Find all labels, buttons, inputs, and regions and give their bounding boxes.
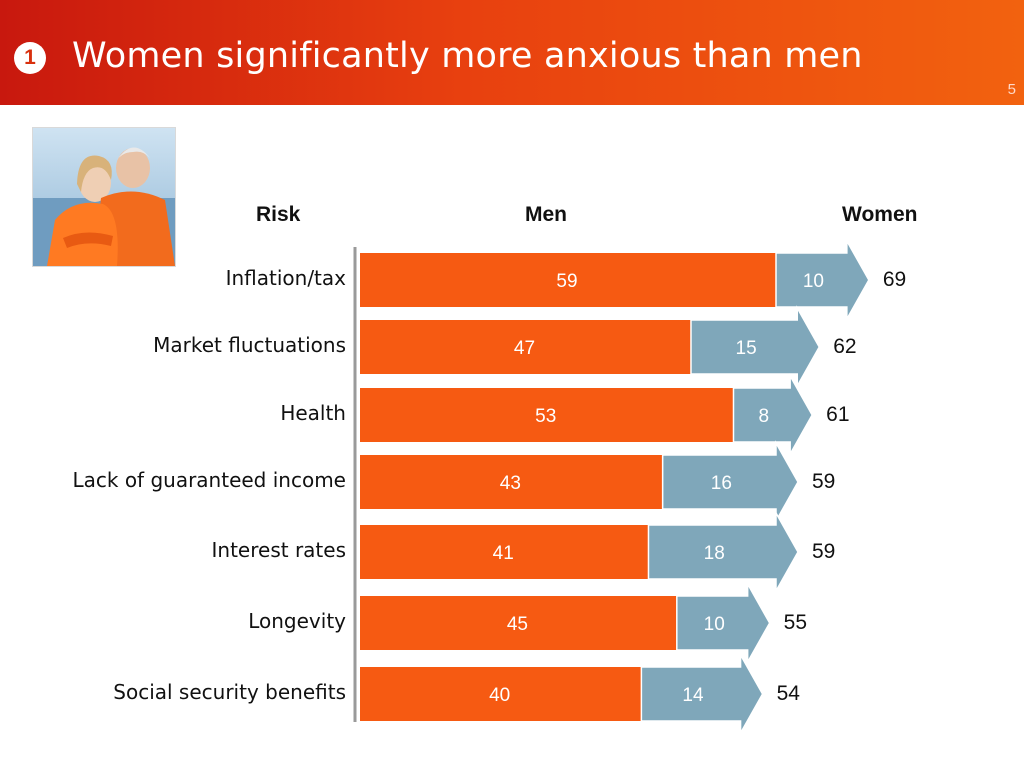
- bar-value-gap: 18: [704, 543, 725, 564]
- women-total-label: 55: [784, 611, 807, 634]
- bar-men: [360, 455, 663, 509]
- column-header-men: Men: [525, 203, 567, 226]
- bar-women-gap: [647, 510, 799, 594]
- bar-men: [360, 320, 691, 374]
- bar-value-men: 40: [489, 685, 510, 706]
- bar-value-gap: 15: [736, 338, 757, 359]
- couple-photo: [32, 127, 176, 267]
- bar-women-gap: [690, 305, 821, 389]
- category-label: Market fluctuations: [153, 333, 346, 357]
- bar-men: [360, 596, 677, 650]
- category-label: Longevity: [248, 609, 346, 633]
- bar-value-gap: 14: [682, 685, 704, 706]
- bar-women-gap: [775, 238, 870, 322]
- bar-men: [360, 667, 642, 721]
- category-label: Interest rates: [211, 538, 346, 562]
- women-total-label: 59: [812, 470, 835, 493]
- women-total-label: 54: [777, 682, 801, 705]
- bar-men: [360, 388, 734, 442]
- header-banner: 1 Women significantly more anxious than …: [0, 0, 1024, 105]
- bar-women-gap: [732, 373, 814, 457]
- bar-value-men: 47: [514, 338, 535, 359]
- couple-photo-image: [33, 128, 175, 266]
- category-label: Lack of guaranteed income: [72, 468, 346, 492]
- women-total-label: 61: [826, 403, 849, 426]
- category-label: Health: [280, 401, 346, 425]
- bar-value-men: 45: [507, 614, 528, 635]
- bar-value-men: 41: [493, 543, 514, 564]
- bar-women-gap: [676, 581, 771, 665]
- bar-value-gap: 10: [803, 271, 824, 292]
- bar-women-gap: [661, 440, 799, 524]
- column-header-women: Women: [842, 203, 918, 226]
- women-total-label: 62: [833, 335, 856, 358]
- step-number-badge: 1: [14, 42, 46, 74]
- bar-value-men: 53: [535, 406, 556, 427]
- page-number: 5: [1007, 81, 1016, 98]
- bar-men: [360, 253, 776, 307]
- bar-men: [360, 525, 649, 579]
- bar-value-men: 59: [556, 271, 577, 292]
- bar-value-men: 43: [500, 473, 521, 494]
- column-header-risk: Risk: [256, 203, 301, 226]
- bar-value-gap: 8: [759, 406, 770, 427]
- women-total-label: 69: [883, 268, 906, 291]
- women-total-label: 59: [812, 540, 835, 563]
- bar-value-gap: 16: [711, 473, 732, 494]
- category-label: Inflation/tax: [225, 266, 346, 290]
- page-title: Women significantly more anxious than me…: [72, 36, 863, 76]
- bar-women-gap: [640, 652, 764, 736]
- bar-value-gap: 10: [704, 614, 725, 635]
- category-label: Social security benefits: [113, 680, 346, 704]
